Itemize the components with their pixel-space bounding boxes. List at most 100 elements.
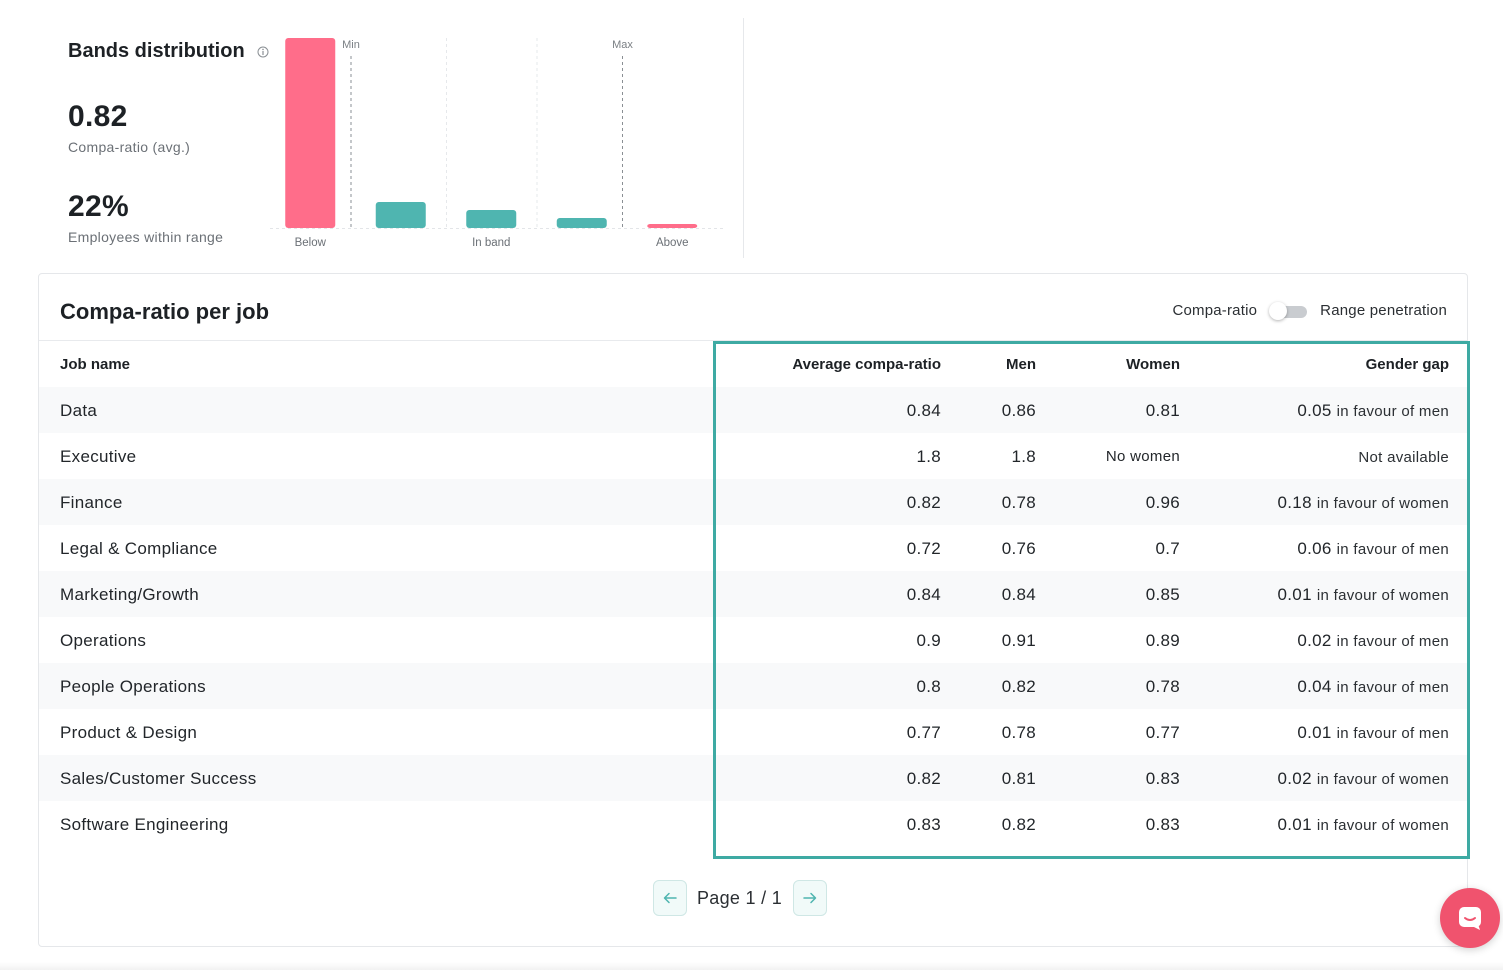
men-cell: 0.78: [1001, 493, 1036, 512]
men-cell: 0.86: [1001, 401, 1036, 420]
men-cell: 0.84: [1001, 585, 1036, 604]
job-name-cell: Product & Design: [60, 723, 198, 742]
bar-0: [285, 38, 336, 228]
bar-4: [647, 224, 698, 228]
women-cell: 0.81: [1145, 401, 1180, 420]
bands-title-row: Bands distribution: [68, 40, 269, 63]
men-cell: 0.91: [1001, 631, 1036, 650]
previous-page-button[interactable]: [653, 880, 687, 916]
arrow-right-icon: [803, 892, 817, 904]
table-row[interactable]: People Operations 0.8 0.82 0.78 0.04 in favo…: [39, 663, 1469, 709]
card-title: Compa-ratio per job: [60, 299, 270, 324]
compa-ratio-value: 0.82: [68, 100, 128, 133]
men-cell: 0.76: [1001, 539, 1036, 558]
gender-gap-direction: Not available: [1358, 449, 1449, 466]
table-row[interactable]: Legal & Compliance 0.72 0.76 0.7 0.06 in fav…: [39, 525, 1469, 571]
women-cell: 0.89: [1145, 631, 1180, 650]
average-compa-ratio-cell: 0.8: [916, 677, 941, 696]
job-name-cell: Finance: [60, 493, 123, 512]
gender-gap-value: 0.02: [1277, 769, 1312, 788]
average-compa-ratio-cell: 0.82: [906, 493, 941, 512]
men-cell: 1.8: [1011, 447, 1036, 466]
job-name-cell: Executive: [60, 447, 137, 466]
bar-2: [466, 210, 517, 228]
gender-gap-cell: 0.05 in favour of men: [1297, 387, 1449, 433]
page-indicator: Page 1 / 1: [697, 887, 783, 908]
average-compa-ratio-cell: 0.77: [906, 723, 941, 742]
header-men[interactable]: Men: [1006, 356, 1036, 373]
chat-icon: [1459, 907, 1481, 930]
table-row[interactable]: Software Engineering 0.83 0.82 0.83 0.01 in …: [39, 801, 1469, 847]
header-women[interactable]: Women: [1126, 356, 1180, 373]
compa-ratio-card: Compa-ratio per job Compa-ratio Range pe…: [38, 273, 1470, 947]
compa-ratio-table: Job name Average compa-ratio Men Women G…: [39, 341, 1469, 847]
gender-gap-direction: in favour of women: [1316, 587, 1449, 604]
gender-gap-direction: in favour of women: [1316, 817, 1449, 834]
men-cell: 0.82: [1001, 815, 1036, 834]
gender-gap-value: 0.06: [1297, 539, 1332, 558]
metric-toggle-switch[interactable]: [1269, 301, 1308, 320]
gender-gap-cell: 0.01 in favour of women: [1278, 801, 1449, 847]
table-body: Data 0.84 0.86 0.81 0.05 in favour of men Exe…: [39, 387, 1469, 847]
women-cell: 0.78: [1145, 677, 1180, 696]
job-name-cell: Legal & Compliance: [60, 539, 218, 558]
metric-toggle-group: Compa-ratio Range penetration: [1172, 301, 1447, 320]
gender-gap-value: 0.01: [1277, 585, 1312, 604]
within-range-label: Employees within range: [68, 229, 224, 245]
table-row[interactable]: Product & Design 0.77 0.78 0.77 0.01 in favo…: [39, 709, 1469, 755]
gender-gap-cell: Not available: [1358, 433, 1449, 479]
gender-gap-direction: in favour of men: [1336, 725, 1449, 742]
pagination: Page 1 / 1: [653, 880, 828, 916]
gender-gap-value: 0.05: [1297, 401, 1332, 420]
gender-gap-cell: 0.06 in favour of men: [1297, 525, 1449, 571]
header-job-name[interactable]: Job name: [60, 356, 131, 373]
job-name-cell: People Operations: [60, 677, 206, 696]
men-cell: 0.78: [1001, 723, 1036, 742]
table-row[interactable]: Operations 0.9 0.91 0.89 0.02 in favour of m…: [39, 617, 1469, 663]
bar-3: [556, 218, 607, 228]
gender-gap-direction: in favour of men: [1336, 403, 1449, 420]
table-row[interactable]: Sales/Customer Success 0.82 0.81 0.83 0.02 i…: [39, 755, 1469, 801]
gender-gap-cell: 0.04 in favour of men: [1297, 663, 1449, 709]
average-compa-ratio-cell: 0.84: [906, 401, 941, 420]
header-average-compa-ratio[interactable]: Average compa-ratio: [792, 356, 941, 373]
job-name-cell: Operations: [60, 631, 147, 650]
toggle-knob: [1269, 301, 1288, 320]
toggle-label-compa-ratio: Compa-ratio: [1172, 302, 1258, 319]
gender-gap-direction: in favour of men: [1336, 679, 1449, 696]
page-bottom-shadow: [0, 962, 1503, 970]
average-compa-ratio-cell: 0.84: [906, 585, 941, 604]
min-label: Min: [342, 39, 360, 51]
bands-divider: [743, 18, 744, 258]
header-gender-gap[interactable]: Gender gap: [1365, 356, 1449, 373]
bar-1: [375, 202, 426, 228]
men-cell: 0.81: [1001, 769, 1036, 788]
table-row[interactable]: Data 0.84 0.86 0.81 0.05 in favour of men: [39, 387, 1469, 433]
card-divider: [39, 340, 1467, 341]
bands-title: Bands distribution: [68, 40, 245, 62]
table-row[interactable]: Marketing/Growth 0.84 0.84 0.85 0.01 in favo…: [39, 571, 1469, 617]
women-cell: 0.96: [1145, 493, 1180, 512]
toggle-label-range-penetration: Range penetration: [1320, 302, 1447, 319]
x-tick-label: Above: [656, 237, 689, 249]
women-cell: 0.7: [1155, 539, 1180, 558]
women-cell: 0.83: [1145, 815, 1180, 834]
average-compa-ratio-cell: 0.83: [906, 815, 941, 834]
gender-gap-direction: in favour of women: [1316, 771, 1449, 788]
info-icon[interactable]: [257, 46, 269, 58]
chat-launcher-button[interactable]: [1440, 888, 1500, 948]
gender-gap-cell: 0.02 in favour of men: [1297, 617, 1449, 663]
gender-gap-value: 0.01: [1297, 723, 1332, 742]
gender-gap-value: 0.18: [1277, 493, 1312, 512]
job-name-cell: Marketing/Growth: [60, 585, 199, 604]
job-name-cell: Sales/Customer Success: [60, 769, 257, 788]
average-compa-ratio-cell: 0.9: [916, 631, 941, 650]
table-row[interactable]: Finance 0.82 0.78 0.96 0.18 in favour of wom…: [39, 479, 1469, 525]
job-name-cell: Data: [60, 401, 98, 420]
gender-gap-value: 0.01: [1277, 815, 1312, 834]
next-page-button[interactable]: [793, 880, 828, 916]
average-compa-ratio-cell: 1.8: [916, 447, 941, 466]
average-compa-ratio-cell: 0.82: [906, 769, 941, 788]
table-row[interactable]: Executive 1.8 1.8 No women Not available: [39, 433, 1469, 479]
gender-gap-cell: 0.02 in favour of women: [1278, 755, 1449, 801]
